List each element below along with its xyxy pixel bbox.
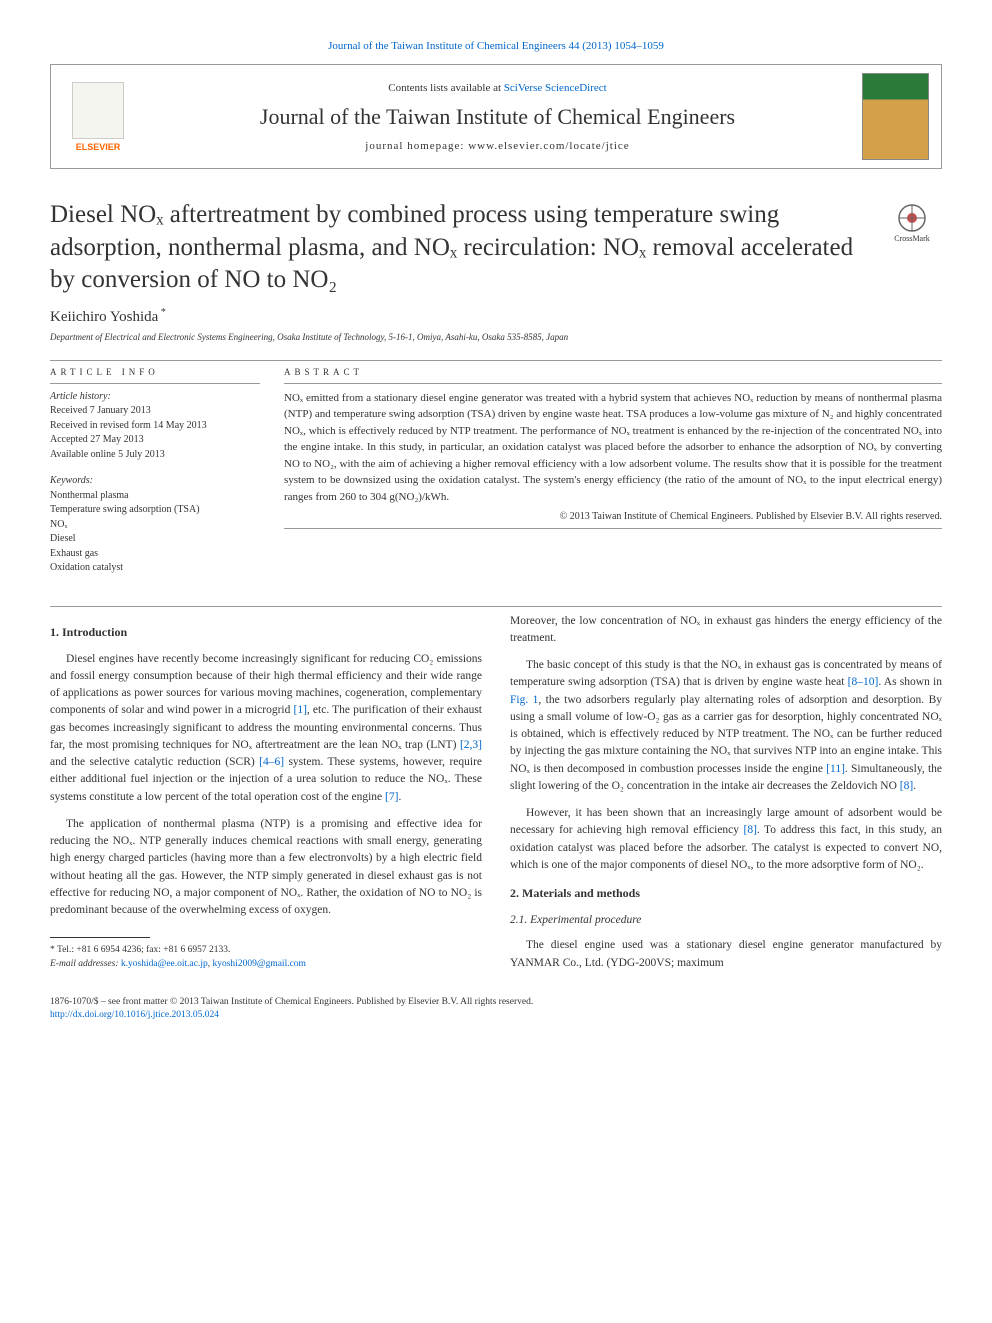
paragraph: Moreover, the low concentration of NOₓ i… xyxy=(510,613,942,648)
paragraph: The basic concept of this study is that … xyxy=(510,657,942,795)
ref-link[interactable]: [2,3] xyxy=(460,739,482,751)
article-info-heading: ARTICLE INFO xyxy=(50,367,260,377)
ref-link[interactable]: [8–10] xyxy=(848,676,879,688)
ref-link[interactable]: [11] xyxy=(826,763,845,775)
elsevier-tree-icon xyxy=(72,82,124,139)
journal-title: Journal of the Taiwan Institute of Chemi… xyxy=(143,104,852,130)
header-citation: Journal of the Taiwan Institute of Chemi… xyxy=(50,40,942,52)
keyword: Oxidation catalyst xyxy=(50,561,260,576)
ref-link[interactable]: [8] xyxy=(900,780,913,792)
keywords-block: Keywords: Nonthermal plasma Temperature … xyxy=(50,474,260,576)
doi-link[interactable]: http://dx.doi.org/10.1016/j.jtice.2013.0… xyxy=(50,1010,219,1020)
article-history: Article history: Received 7 January 2013… xyxy=(50,390,260,463)
corresponding-footnote: * Tel.: +81 6 6954 4236; fax: +81 6 6957… xyxy=(50,944,482,971)
article-title: Diesel NOₓ aftertreatment by combined pr… xyxy=(50,199,867,297)
abstract-copyright: © 2013 Taiwan Institute of Chemical Engi… xyxy=(284,511,942,522)
crossmark-icon xyxy=(898,204,926,232)
divider xyxy=(50,360,942,361)
section-heading: 2. Materials and methods xyxy=(510,884,942,902)
paragraph: The diesel engine used was a stationary … xyxy=(510,937,942,972)
publisher-name: ELSEVIER xyxy=(76,142,121,152)
issn-line: 1876-1070/$ – see front matter © 2013 Ta… xyxy=(50,996,942,1009)
author-affiliation: Department of Electrical and Electronic … xyxy=(50,332,942,342)
figure-ref-link[interactable]: Fig. 1 xyxy=(510,694,538,706)
citation-link[interactable]: Journal of the Taiwan Institute of Chemi… xyxy=(328,40,664,52)
keyword: Nonthermal plasma xyxy=(50,489,260,504)
ref-link[interactable]: [7] xyxy=(385,791,398,803)
publisher-logo: ELSEVIER xyxy=(63,77,133,157)
ref-link[interactable]: [1] xyxy=(294,704,307,716)
keyword: NOₓ xyxy=(50,518,260,533)
sciencedirect-link[interactable]: SciVerse ScienceDirect xyxy=(504,82,607,94)
email-link[interactable]: kyoshi2009@gmail.com xyxy=(212,959,305,969)
contents-available: Contents lists available at SciVerse Sci… xyxy=(143,82,852,94)
keyword: Exhaust gas xyxy=(50,547,260,562)
author-name: Keiichiro Yoshida * xyxy=(50,309,942,326)
journal-homepage: journal homepage: www.elsevier.com/locat… xyxy=(143,140,852,152)
paragraph: However, it has been shown that an incre… xyxy=(510,805,942,874)
left-column: 1. Introduction Diesel engines have rece… xyxy=(50,613,482,982)
paragraph: Diesel engines have recently become incr… xyxy=(50,651,482,806)
subsection-heading: 2.1. Experimental procedure xyxy=(510,912,942,929)
keyword: Temperature swing adsorption (TSA) xyxy=(50,503,260,518)
footnote-divider xyxy=(50,937,150,938)
abstract-text: NOₓ emitted from a stationary diesel eng… xyxy=(284,390,942,506)
crossmark-badge[interactable]: CrossMark xyxy=(882,204,942,243)
paragraph: The application of nonthermal plasma (NT… xyxy=(50,816,482,920)
keyword: Diesel xyxy=(50,532,260,547)
email-link[interactable]: k.yoshida@ee.oit.ac.jp xyxy=(121,959,208,969)
homepage-url[interactable]: www.elsevier.com/locate/jtice xyxy=(468,140,629,152)
ref-link[interactable]: [8] xyxy=(744,824,757,836)
abstract-heading: ABSTRACT xyxy=(284,367,942,377)
ref-link[interactable]: [4–6] xyxy=(259,756,284,768)
page-footer: 1876-1070/$ – see front matter © 2013 Ta… xyxy=(50,996,942,1023)
journal-cover-icon xyxy=(862,73,929,160)
journal-header: ELSEVIER Contents lists available at Sci… xyxy=(50,64,942,169)
section-heading: 1. Introduction xyxy=(50,623,482,641)
right-column: Moreover, the low concentration of NOₓ i… xyxy=(510,613,942,982)
